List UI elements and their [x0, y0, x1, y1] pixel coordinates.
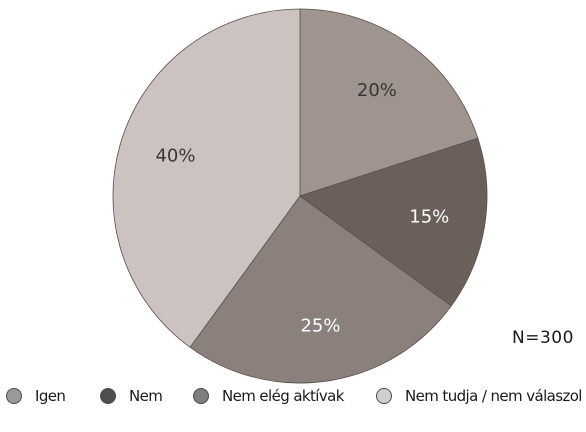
- pie-slice-nem: [299, 137, 488, 307]
- sample-size-annotation: N=300: [512, 328, 574, 348]
- legend-item-igen: Igen: [6, 384, 66, 408]
- legend-item-nem-tudja: Nem tudja / nem válaszol: [376, 384, 582, 408]
- legend-item-nem-eleg-aktivak: Nem elég aktívak: [193, 384, 344, 408]
- legend-swatch-nem-tudja: [376, 388, 392, 404]
- legend-label-nem: Nem: [129, 387, 163, 405]
- pie-value-label-igen: 20%: [357, 80, 397, 101]
- legend-label-nem-eleg-aktivak: Nem elég aktívak: [222, 387, 344, 405]
- legend-label-igen: Igen: [35, 387, 66, 405]
- legend-swatch-nem-eleg-aktivak: [193, 388, 209, 404]
- legend-item-nem: Nem: [100, 384, 163, 408]
- legend-label-nem-tudja: Nem tudja / nem válaszol: [405, 387, 582, 405]
- pie-slice-nem-eleg-aktivak: [189, 195, 452, 384]
- pie-value-label-nem: 15%: [409, 207, 449, 228]
- legend-swatch-igen: [6, 388, 22, 404]
- pie-value-label-nem-eleg-aktivak: 25%: [300, 315, 340, 336]
- pie-slice-igen: [299, 8, 479, 197]
- pie-slice-nem-tudja: [112, 8, 301, 348]
- legend-swatch-nem: [100, 388, 116, 404]
- chart-legend: Igen Nem Nem elég aktívak Nem tudja / ne…: [6, 384, 584, 408]
- pie-value-label-nem-tudja: 40%: [155, 146, 195, 167]
